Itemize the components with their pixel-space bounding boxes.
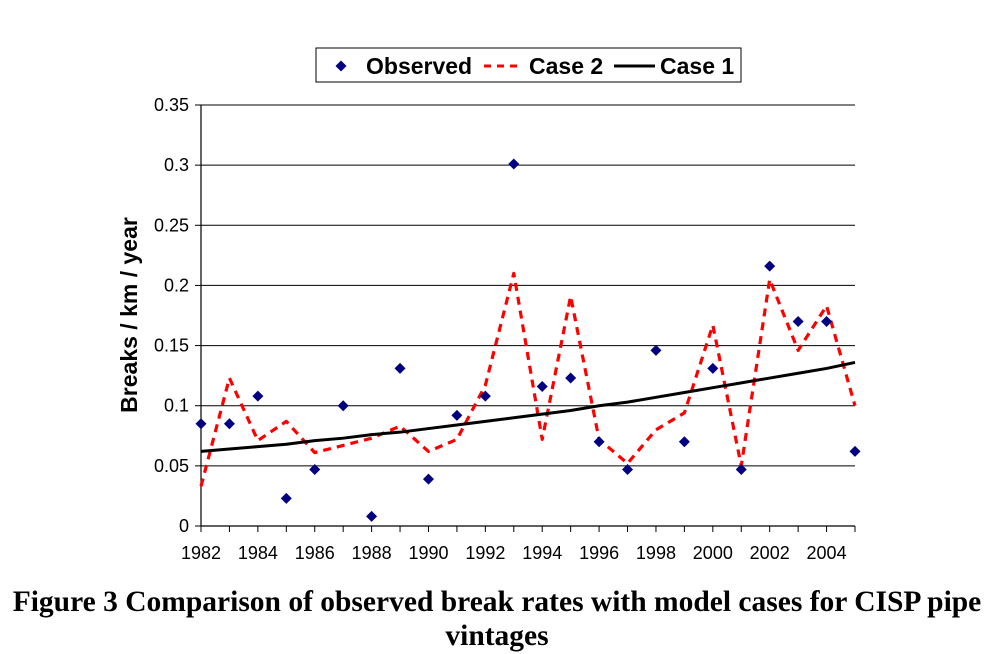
legend-symbol-observed: [335, 60, 347, 72]
figure-caption: Figure 3 Comparison of observed break ra…: [12, 586, 982, 652]
observed-point-1988: [366, 510, 378, 522]
legend: Observed Case 2 Case 1: [315, 47, 742, 83]
observed-point-1995: [565, 372, 577, 384]
observed-point-1983: [223, 418, 235, 430]
observed-point-2003: [792, 316, 804, 328]
observed-point-1985: [280, 492, 292, 504]
observed-point-2004: [821, 316, 833, 328]
x-tick-label: 1982: [181, 543, 221, 563]
break-rate-chart: 00.050.10.150.20.250.30.35 1982 1984 1986 1…: [116, 47, 861, 563]
y-tick-label: 0.3: [164, 155, 189, 175]
x-tick-label: 2002: [750, 543, 790, 563]
x-tick-label: 1996: [579, 543, 619, 563]
observed-point-1993: [508, 158, 520, 170]
observed-point-1990: [422, 473, 434, 485]
plot-series: [195, 158, 861, 522]
legend-label-observed: Observed: [366, 53, 472, 79]
y-tick-label: 0.2: [164, 275, 189, 295]
axes: [200, 105, 855, 527]
case-1-line: [200, 360, 856, 453]
observed-point-2005: [849, 445, 861, 457]
observed-point-1982: [195, 418, 207, 430]
x-tick-label: 1986: [295, 543, 335, 563]
x-tick-label: 1990: [408, 543, 448, 563]
observed-point-1989: [394, 362, 406, 374]
observed-point-1984: [252, 390, 264, 402]
observed-point-2001: [735, 463, 747, 475]
y-tick-label: 0.35: [154, 95, 189, 115]
observed-point-1996: [593, 436, 605, 448]
observed-point-1992: [479, 390, 491, 402]
legend-label-case-1: Case 1: [660, 53, 734, 79]
observed-point-1997: [622, 463, 634, 475]
x-tick-label: 1998: [636, 543, 676, 563]
x-tick-label: 1984: [238, 543, 278, 563]
x-tick-label: 1992: [465, 543, 505, 563]
observed-point-1986: [309, 463, 321, 475]
x-tick-label: 1994: [522, 543, 562, 563]
y-tick-label: 0.05: [154, 456, 189, 476]
observed-point-2000: [707, 362, 719, 374]
gridlines: [201, 104, 855, 467]
observed-point-1998: [650, 344, 662, 356]
x-tick-label: 2000: [693, 543, 733, 563]
x-axis-ticks: 1982 1984 1986 1988 1990 1992 1994 1996 1998 2000…: [181, 526, 856, 563]
y-tick-label: 0.15: [154, 336, 189, 356]
y-axis-ticks: 0 0.05 0.1 0.15 0.2 0.25 0.3 0.35: [154, 95, 201, 536]
x-tick-label: 2004: [807, 543, 847, 563]
legend-box: [315, 47, 742, 83]
observed-point-1994: [536, 380, 548, 392]
x-tick-label: 1988: [352, 543, 392, 563]
observed-point-2002: [764, 260, 776, 272]
case-2-line: [199, 271, 857, 487]
y-tick-label: 0.1: [164, 396, 189, 416]
y-axis-title: Breaks / km / year: [116, 217, 142, 413]
observed-point-1999: [678, 436, 690, 448]
observed-point-1987: [337, 400, 349, 412]
observed-point-1991: [451, 409, 463, 421]
y-tick-label: 0: [179, 516, 189, 536]
y-tick-label: 0.25: [154, 215, 189, 235]
legend-label-case-2: Case 2: [529, 53, 603, 79]
